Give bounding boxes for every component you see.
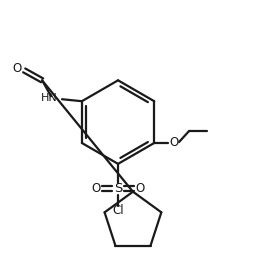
Text: HN: HN <box>41 93 58 103</box>
Text: O: O <box>135 182 145 195</box>
Text: O: O <box>91 182 101 195</box>
Text: S: S <box>114 182 122 195</box>
Text: O: O <box>169 136 179 150</box>
Text: Cl: Cl <box>112 204 124 217</box>
Text: O: O <box>13 62 22 75</box>
